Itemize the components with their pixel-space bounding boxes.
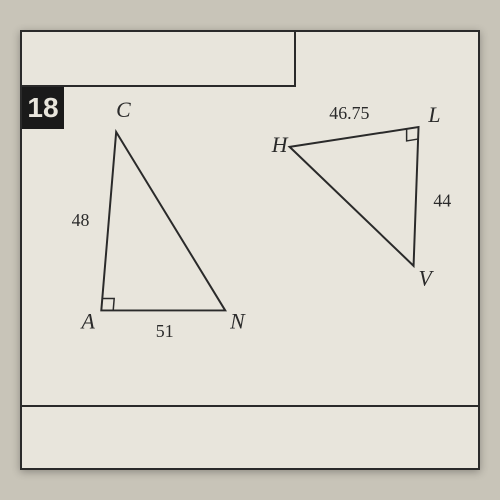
right-angle-A <box>102 299 114 311</box>
side-HL-label: 46.75 <box>329 103 369 123</box>
top-empty-section <box>22 32 296 87</box>
problem-18-area: 18 C A N 48 51 H L V 46.75 44 <box>22 87 478 407</box>
vertex-V: V <box>419 267 435 291</box>
worksheet-page: 18 C A N 48 51 H L V 46.75 44 <box>20 30 480 470</box>
side-LV-label: 44 <box>433 190 451 210</box>
vertex-C: C <box>116 98 131 122</box>
triangle-CAN <box>101 132 225 310</box>
side-AN-label: 51 <box>156 321 174 341</box>
vertex-H: H <box>271 133 289 157</box>
triangle-HLV <box>290 127 419 266</box>
side-CA-label: 48 <box>72 210 90 230</box>
vertex-L: L <box>427 103 440 127</box>
vertex-A: A <box>79 309 95 333</box>
vertex-N: N <box>229 309 246 333</box>
right-angle-L <box>407 129 419 141</box>
triangles-diagram: C A N 48 51 H L V 46.75 44 <box>22 87 478 405</box>
